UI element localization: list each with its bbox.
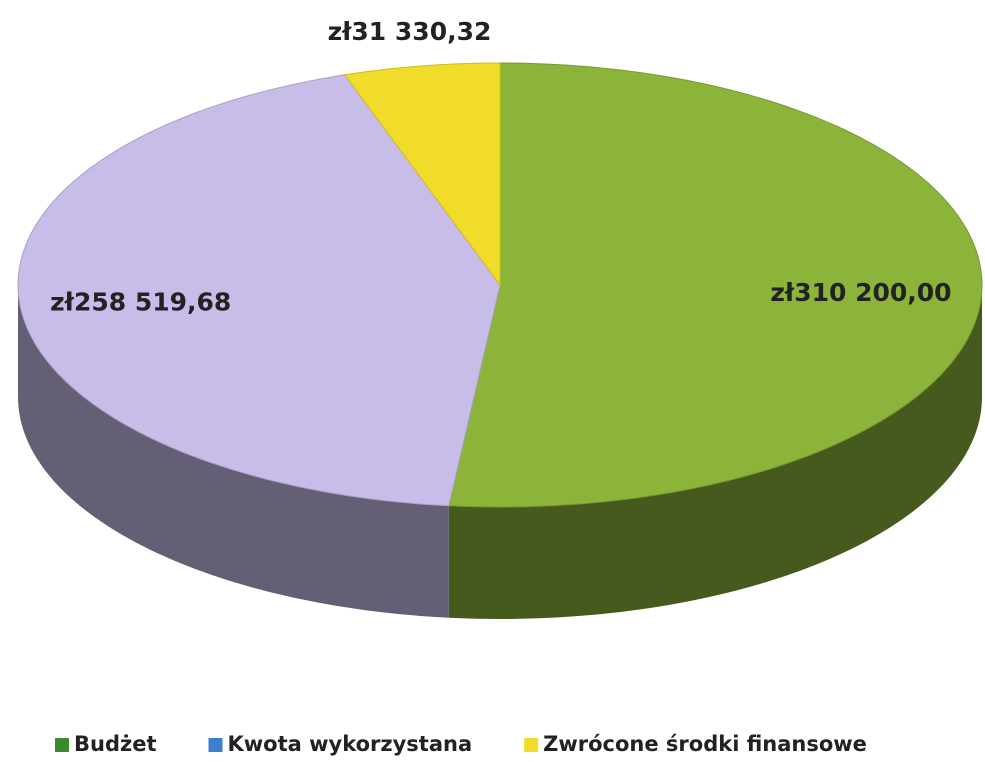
data-label: zł31 330,32 bbox=[328, 17, 492, 46]
legend-label: Zwrócone środki finansowe bbox=[543, 732, 867, 756]
legend-label: Budżet bbox=[74, 732, 157, 756]
data-label: zł258 519,68 bbox=[50, 287, 231, 316]
legend-swatch bbox=[524, 738, 539, 752]
pie-slice bbox=[17, 74, 501, 507]
legend-swatch bbox=[55, 738, 69, 752]
pie-slice bbox=[448, 62, 983, 508]
legend-swatch bbox=[208, 738, 223, 752]
pie-slice bbox=[343, 62, 501, 287]
pie-slice-side bbox=[18, 285, 449, 618]
legend-label: Kwota wykorzystana bbox=[228, 732, 473, 756]
pie-slice-side bbox=[448, 285, 982, 619]
data-label: zł310 200,00 bbox=[770, 278, 951, 307]
